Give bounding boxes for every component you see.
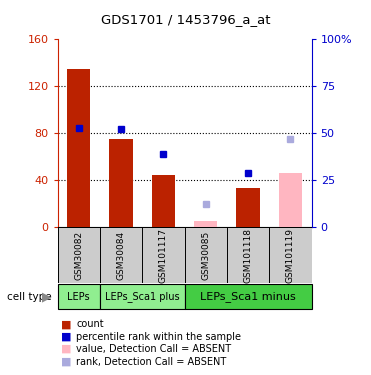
Text: value, Detection Call = ABSENT: value, Detection Call = ABSENT <box>76 344 231 354</box>
Text: GSM30082: GSM30082 <box>74 231 83 280</box>
Text: ■: ■ <box>61 332 72 342</box>
Bar <box>236 188 260 227</box>
Bar <box>67 69 90 227</box>
Text: ■: ■ <box>61 320 72 329</box>
Text: count: count <box>76 320 104 329</box>
Text: ▶: ▶ <box>42 290 51 303</box>
Text: LEPs_Sca1 plus: LEPs_Sca1 plus <box>105 291 180 302</box>
Bar <box>279 173 302 227</box>
Text: GSM30084: GSM30084 <box>116 231 125 280</box>
Text: percentile rank within the sample: percentile rank within the sample <box>76 332 241 342</box>
Text: ■: ■ <box>61 344 72 354</box>
Bar <box>58 284 100 309</box>
Bar <box>269 228 312 283</box>
Bar <box>185 228 227 283</box>
Text: GSM101117: GSM101117 <box>159 228 168 283</box>
Text: GSM101118: GSM101118 <box>244 228 253 283</box>
Bar <box>58 228 100 283</box>
Text: GSM101119: GSM101119 <box>286 228 295 283</box>
Text: GDS1701 / 1453796_a_at: GDS1701 / 1453796_a_at <box>101 13 270 26</box>
Bar <box>142 228 185 283</box>
Bar <box>194 221 217 227</box>
Text: ■: ■ <box>61 357 72 366</box>
Bar <box>109 139 133 227</box>
Text: LEPs_Sca1 minus: LEPs_Sca1 minus <box>200 291 296 302</box>
Text: rank, Detection Call = ABSENT: rank, Detection Call = ABSENT <box>76 357 226 366</box>
Text: GSM30085: GSM30085 <box>201 231 210 280</box>
Text: cell type: cell type <box>7 292 52 302</box>
Bar <box>100 284 185 309</box>
Bar <box>227 228 269 283</box>
Bar <box>152 176 175 227</box>
Bar <box>100 228 142 283</box>
Bar <box>185 284 312 309</box>
Text: LEPs: LEPs <box>68 292 90 302</box>
